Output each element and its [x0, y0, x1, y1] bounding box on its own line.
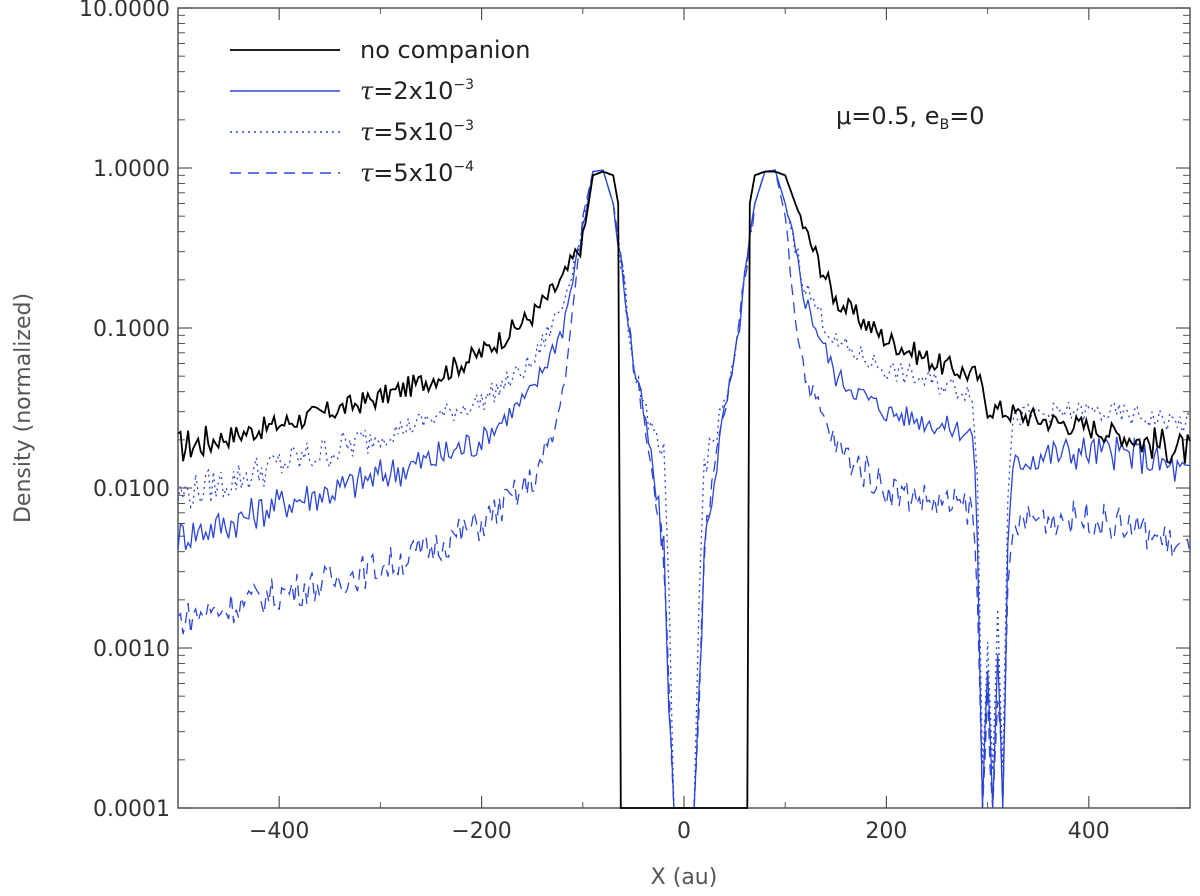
annotation-main: μ=0.5, e	[836, 102, 940, 130]
series-line-3	[177, 169, 1191, 809]
legend-exponent: −3	[453, 118, 474, 134]
legend-label-0: no companion	[360, 36, 531, 64]
x-tick-label: 400	[1068, 819, 1110, 844]
legend-base: =5x10	[373, 159, 453, 187]
legend-tau-symbol: τ	[360, 118, 374, 146]
x-axis-label: X (au)	[651, 865, 718, 890]
y-tick-label: 0.0100	[93, 477, 170, 502]
y-tick-label: 10.0000	[79, 0, 170, 22]
legend-base: =2x10	[373, 77, 453, 105]
annotation-subscript: B	[940, 117, 950, 133]
x-tick-label: −200	[451, 819, 511, 844]
legend-tau-symbol: τ	[360, 77, 374, 105]
legend-label-3: τ=5x10−4	[360, 159, 474, 187]
legend-exponent: −3	[453, 77, 474, 93]
y-axis-label: Density (normalized)	[11, 293, 36, 523]
y-tick-label: 0.0010	[93, 637, 170, 662]
parameter-annotation: μ=0.5, eB=0	[836, 102, 985, 133]
legend-exponent: −4	[453, 159, 474, 175]
y-tick-label: 0.1000	[93, 317, 170, 342]
legend-label-1: τ=2x10−3	[360, 77, 474, 105]
plot-frame	[177, 7, 1191, 809]
axis-ticks: −400 −200 0 200 400 0.0001 0.0010 0.0100 0.1000 1…	[79, 0, 1191, 844]
legend-base: =5x10	[373, 118, 453, 146]
x-tick-label: −400	[249, 819, 309, 844]
y-tick-label: 0.0001	[93, 797, 170, 822]
annotation-tail: =0	[949, 102, 984, 130]
series-line-1	[177, 169, 1191, 809]
x-tick-label: 200	[865, 819, 907, 844]
y-tick-label: 1.0000	[93, 157, 170, 182]
legend-tau-symbol: τ	[360, 159, 374, 187]
series-line-2	[177, 169, 1191, 809]
x-tick-label: 0	[677, 819, 691, 844]
legend-label-2: τ=5x10−3	[360, 118, 474, 146]
series-layer	[177, 169, 1191, 809]
series-line-0	[177, 170, 1191, 809]
